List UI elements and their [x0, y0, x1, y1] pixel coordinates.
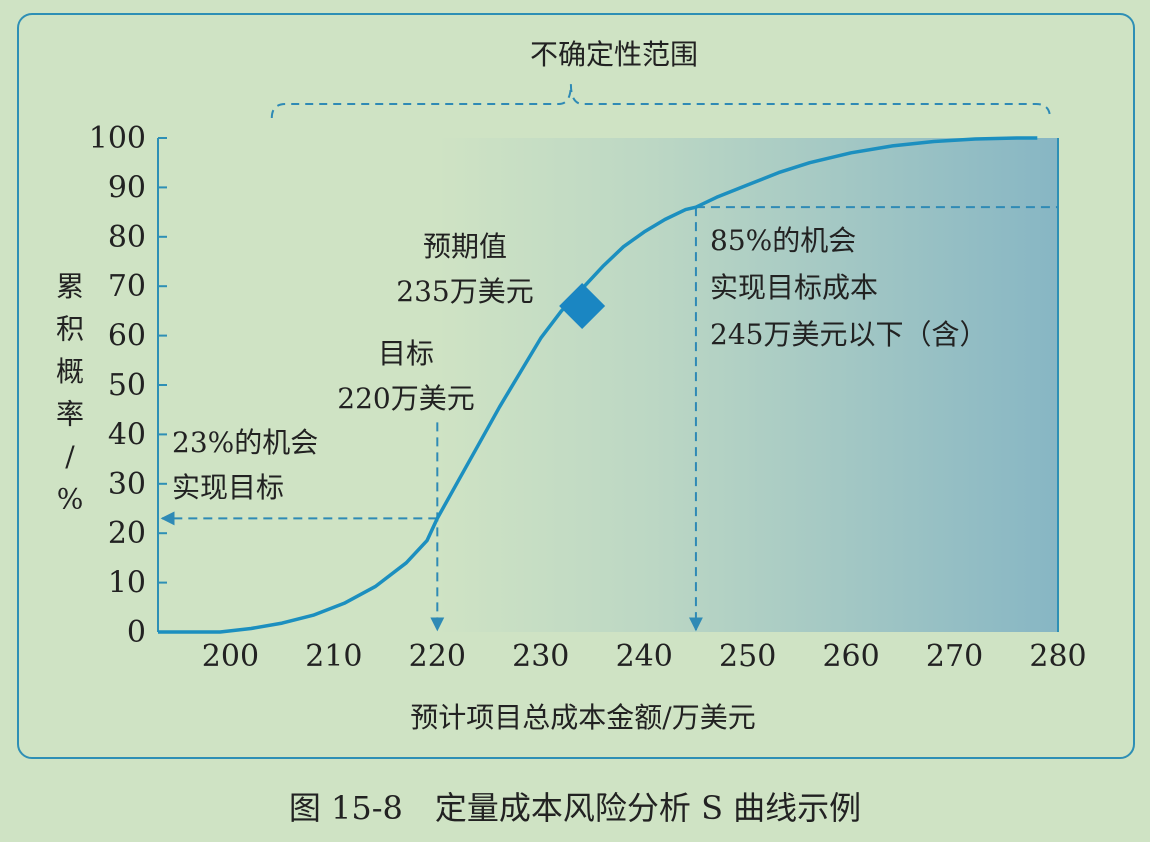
series-layer: [158, 136, 1038, 634]
y-axis-title-char: 累: [56, 270, 84, 303]
expected-value-label: 预期值: [423, 230, 507, 263]
reference-lines: [160, 206, 1058, 632]
chance-23-label: 23%的机会: [172, 426, 318, 459]
x-axis-ticks: 200 210 220 230 240 250 260 270 280: [202, 639, 1087, 674]
x-axis-title: 预计项目总成本金额/万美元: [410, 701, 755, 734]
target-label: 220万美元: [337, 382, 474, 415]
y-axis-title-char: /: [65, 440, 75, 473]
x-tick-label: 240: [616, 639, 673, 674]
y-tick-label: 20: [108, 516, 146, 551]
y-axis-title-char: 积: [56, 313, 84, 346]
x-tick-label: 210: [305, 639, 362, 674]
expected-value-marker: [559, 282, 606, 329]
y-axis-title-char: 率: [56, 398, 84, 431]
uncertainty-brace: [270, 83, 1051, 119]
chance-85-label: 85%的机会: [710, 224, 856, 257]
x-tick-label: 280: [1029, 639, 1086, 674]
y-tick-label: 100: [89, 121, 146, 156]
chance-85-label: 实现目标成本: [710, 271, 878, 304]
y-tick-label: 0: [127, 615, 146, 650]
chart-title: 不确定性范围: [530, 38, 698, 71]
target-label: 目标: [378, 337, 434, 370]
y-tick-label: 80: [108, 220, 146, 255]
x-tick-label: 200: [202, 639, 259, 674]
y-tick-label: 50: [108, 368, 146, 403]
y-axis-title-char: 概: [56, 355, 84, 388]
chance-23-label: 实现目标: [172, 471, 284, 504]
chart-frame: [17, 13, 1135, 759]
y-tick-label: 60: [108, 319, 146, 354]
x-tick-label: 220: [409, 639, 466, 674]
x-tick-label: 270: [926, 639, 983, 674]
y-tick-label: 70: [108, 269, 146, 304]
y-tick-label: 10: [108, 566, 146, 601]
y-axis-title-char: %: [57, 483, 84, 516]
expected-value-label: 235万美元: [396, 275, 533, 308]
figure-caption: 图 15-8 定量成本风险分析 S 曲线示例: [289, 789, 861, 827]
y-tick-label: 30: [108, 467, 146, 502]
y-axis-ticks: 0 10 20 30 40 50 60 70 80 90 100: [89, 121, 167, 650]
chance-85-label: 245万美元以下（含）: [710, 318, 987, 351]
x-tick-label: 260: [822, 639, 879, 674]
x-tick-label: 250: [719, 639, 776, 674]
uncertainty-shade: [437, 138, 1059, 632]
x-tick-label: 230: [512, 639, 569, 674]
y-tick-label: 40: [108, 417, 146, 452]
y-tick-label: 90: [108, 170, 146, 205]
